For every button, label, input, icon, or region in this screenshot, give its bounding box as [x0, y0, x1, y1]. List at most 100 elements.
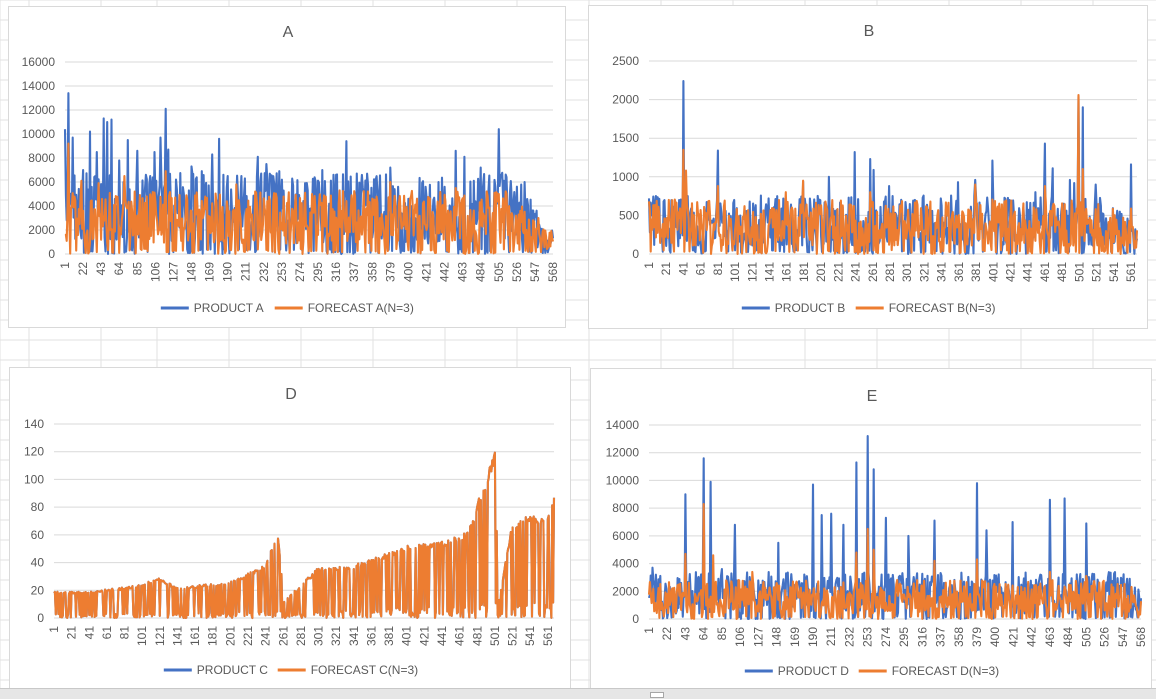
x-tick-label: 241	[259, 626, 273, 646]
x-tick-label: 101	[135, 626, 149, 646]
x-tick-label: 169	[788, 627, 802, 647]
x-tick-label: 190	[221, 262, 235, 282]
x-tick-label: 274	[293, 262, 307, 282]
x-tick-label: 181	[797, 262, 811, 282]
y-tick-label: 10000	[606, 473, 640, 487]
series-line	[647, 502, 1143, 621]
x-tick-label: 421	[420, 262, 434, 282]
y-tick-label: 12000	[22, 103, 56, 117]
x-tick-label: 463	[1043, 627, 1057, 647]
chart-title: D	[285, 386, 297, 403]
chart-e-panel[interactable]: E 0 2000 4000 6000 8000 10000 12000 14000 1 22 43 64…	[590, 368, 1152, 690]
y-tick-label: 14000	[606, 418, 640, 432]
y-tick-label: 2500	[612, 54, 639, 68]
x-tick-label: 484	[1061, 627, 1075, 647]
x-tick-label: 148	[770, 627, 784, 647]
legend-label: FORECAST A(N=3)	[308, 301, 414, 315]
x-tick-label: 421	[1004, 262, 1018, 282]
x-tick-label: 61	[694, 262, 708, 276]
x-tick-label: 211	[239, 262, 253, 281]
x-tick-label: 127	[751, 627, 765, 647]
x-tick-label: 400	[401, 262, 415, 282]
y-tick-label: 40	[31, 556, 45, 570]
x-tick-label: 321	[329, 626, 343, 646]
x-tick-label: 337	[347, 262, 361, 282]
x-tick-label: 316	[329, 262, 343, 282]
x-tick-label: 481	[1055, 262, 1069, 282]
x-tick-label: 358	[952, 627, 966, 647]
legend-label: FORECAST B(N=3)	[889, 301, 996, 315]
x-tick-label: 541	[523, 626, 537, 646]
chart-d-panel[interactable]: D 0 20 40 60 80 100 120 140 1 21 41 61 81 101 121 141 161…	[9, 367, 571, 689]
chart-title: B	[864, 23, 875, 40]
x-tick-label: 568	[546, 262, 560, 282]
legend-label: PRODUCT B	[775, 301, 845, 315]
x-tick-label: 181	[206, 626, 220, 646]
x-tick-label: 358	[365, 262, 379, 282]
x-tick-label: 521	[506, 626, 520, 646]
x-tick-label: 526	[510, 262, 524, 282]
x-tick-label: 85	[130, 262, 144, 276]
x-tick-label: 568	[1134, 627, 1148, 647]
x-tick-label: 106	[148, 262, 162, 282]
x-tick-label: 521	[1090, 262, 1104, 282]
x-tick-label: 461	[1038, 262, 1052, 282]
legend-label: PRODUCT C	[197, 663, 268, 677]
x-tick-label: 121	[153, 626, 167, 646]
x-tick-label: 484	[474, 262, 488, 282]
x-tick-label: 169	[203, 262, 217, 282]
x-tick-label: 481	[470, 626, 484, 646]
y-tick-label: 4000	[612, 557, 639, 571]
y-tick-label: 140	[24, 417, 44, 431]
x-tick-label: 361	[952, 262, 966, 282]
x-tick-label: 21	[65, 626, 79, 640]
x-tick-label: 81	[711, 262, 725, 276]
x-tick-label: 441	[435, 626, 449, 646]
x-tick-label: 421	[1006, 627, 1020, 647]
chart-b-panel[interactable]: B 0 500 1000 1500 2000 2500 1 21 41 61 81 101 121 141 1…	[588, 5, 1148, 329]
x-tick-label: 22	[76, 262, 90, 276]
x-tick-label: 295	[897, 627, 911, 647]
y-tick-label: 80	[31, 500, 45, 514]
x-tick-label: 64	[112, 262, 126, 276]
y-tick-label: 6000	[28, 175, 55, 189]
x-tick-label: 301	[312, 626, 326, 646]
x-tick-label: 221	[241, 626, 255, 646]
x-tick-label: 232	[842, 627, 856, 647]
x-tick-label: 64	[697, 627, 711, 641]
x-tick-label: 241	[849, 262, 863, 282]
x-tick-label: 41	[82, 626, 96, 640]
x-tick-label: 321	[917, 262, 931, 282]
x-tick-label: 81	[118, 626, 132, 640]
x-tick-label: 127	[166, 262, 180, 282]
x-tick-label: 341	[935, 262, 949, 282]
x-tick-label: 1	[642, 627, 656, 634]
chart-title: E	[867, 388, 878, 405]
y-tick-label: 6000	[612, 529, 639, 543]
x-tick-label: 281	[883, 262, 897, 282]
chart-a-panel[interactable]: A 0 2000 4000 6000 8000 10000 12000 14000 16000 1 2…	[8, 6, 566, 328]
y-tick-label: 4000	[28, 199, 55, 213]
x-tick-label: 316	[915, 627, 929, 647]
y-tick-label: 12000	[606, 446, 640, 460]
x-tick-label: 421	[417, 626, 431, 646]
x-tick-label: 201	[223, 626, 237, 646]
y-tick-label: 0	[48, 247, 55, 261]
x-tick-label: 505	[492, 262, 506, 282]
y-tick-label: 16000	[22, 55, 56, 69]
legend-label: FORECAST D(N=3)	[892, 664, 999, 678]
legend-label: PRODUCT A	[194, 301, 264, 315]
x-tick-label: 505	[1079, 627, 1093, 647]
x-tick-label: 547	[528, 262, 542, 282]
y-tick-label: 100	[24, 472, 44, 486]
x-tick-label: 161	[780, 262, 794, 282]
y-tick-label: 500	[619, 208, 639, 222]
scrollbar-thumb[interactable]	[650, 692, 664, 698]
x-tick-label: 442	[1025, 627, 1039, 647]
x-tick-label: 547	[1116, 627, 1130, 647]
x-tick-label: 61	[100, 626, 114, 640]
horizontal-scrollbar[interactable]	[0, 688, 1156, 699]
x-tick-label: 561	[541, 626, 555, 646]
x-tick-label: 211	[824, 627, 838, 646]
